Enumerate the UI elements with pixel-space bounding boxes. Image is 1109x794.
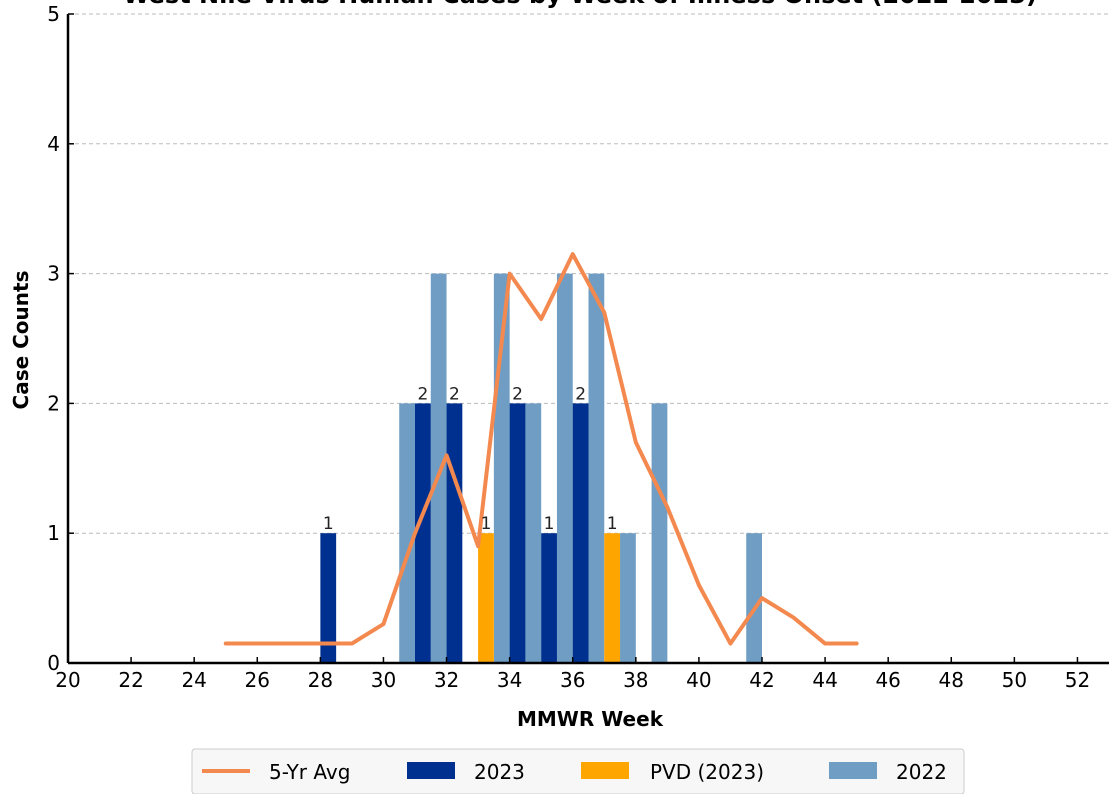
bar-2022: [399, 403, 415, 663]
y-tick-label: 3: [47, 262, 60, 286]
bar-pvd-2023: [604, 533, 620, 663]
x-tick-label: 44: [812, 668, 837, 692]
x-tick-label: 38: [623, 668, 648, 692]
x-tick-label: 40: [686, 668, 711, 692]
bar-2022: [652, 403, 668, 663]
x-tick-label: 52: [1065, 668, 1090, 692]
x-tick-label: 34: [497, 668, 522, 692]
bar-2022: [557, 274, 573, 663]
x-tick-label: 24: [181, 668, 206, 692]
bars-layer: [320, 274, 762, 663]
bar-2022: [620, 533, 636, 663]
chart-title: West Nile Virus Human Cases by Week of I…: [123, 0, 1037, 9]
x-axis-title: MMWR Week: [517, 707, 664, 731]
legend-swatch-2022: [829, 762, 877, 779]
data-label: 2: [512, 384, 523, 404]
bar-pvd-2023: [478, 533, 494, 663]
x-tick-label: 26: [245, 668, 270, 692]
bar-2023: [573, 403, 589, 663]
x-tick-label: 50: [1002, 668, 1027, 692]
bar-2022: [525, 403, 541, 663]
legend-swatch-2023: [407, 762, 455, 779]
legend-label-2022: 2022: [896, 760, 947, 784]
data-label: 2: [575, 384, 586, 404]
data-label: 1: [481, 514, 492, 534]
data-label: 1: [607, 514, 618, 534]
x-tick-label: 20: [55, 668, 80, 692]
bar-2023: [447, 403, 463, 663]
y-tick-label: 5: [47, 2, 60, 26]
legend-label-2023: 2023: [474, 760, 525, 784]
bar-2022: [431, 274, 447, 663]
x-tick-label: 30: [371, 668, 396, 692]
x-tick-label: 36: [560, 668, 585, 692]
legend-swatch-pvd-2023: [581, 762, 629, 779]
data-label: 2: [417, 384, 428, 404]
y-axis-title: Case Counts: [9, 271, 33, 410]
x-tick-label: 46: [875, 668, 900, 692]
bar-2023: [541, 533, 557, 663]
legend-label-5yr-avg: 5-Yr Avg: [269, 760, 350, 784]
y-tick-label: 4: [47, 132, 60, 156]
x-tick-label: 32: [434, 668, 459, 692]
legend-label-pvd-2023: PVD (2023): [650, 760, 764, 784]
y-tick-label: 1: [47, 521, 60, 545]
bar-2022: [589, 274, 605, 663]
data-label: 1: [544, 514, 555, 534]
y-tick-label: 2: [47, 391, 60, 415]
x-tick-label: 48: [939, 668, 964, 692]
data-label: 2: [449, 384, 460, 404]
bar-2023: [510, 403, 526, 663]
x-tick-label: 28: [308, 668, 333, 692]
x-tick-label: 22: [118, 668, 143, 692]
data-label: 1: [323, 514, 334, 534]
x-tick-label: 42: [749, 668, 774, 692]
bar-2023: [415, 403, 431, 663]
legend: 5-Yr Avg 2023 PVD (2023) 2022: [192, 749, 964, 794]
